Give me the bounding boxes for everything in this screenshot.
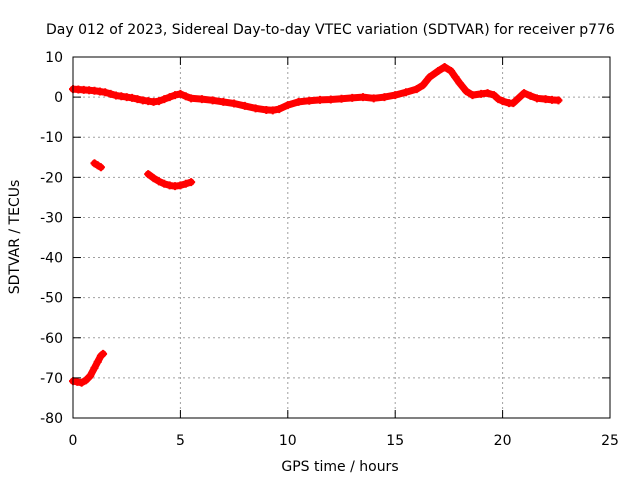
data-point [447, 67, 456, 76]
chart-title: Day 012 of 2023, Sidereal Day-to-day VTE… [46, 22, 615, 38]
data-point [208, 96, 217, 105]
data-point [240, 101, 249, 110]
data-point [462, 87, 471, 96]
data-point [369, 94, 378, 103]
data-point [90, 363, 99, 372]
data-point [490, 91, 499, 100]
data-point [144, 170, 153, 179]
y-tick-label: 0 [54, 90, 63, 106]
x-tick-label: 10 [279, 433, 297, 449]
plot-frame [72, 56, 611, 419]
y-tick-label: -20 [40, 170, 63, 186]
data-point [149, 174, 158, 183]
data-point [391, 91, 400, 100]
y-tick-label: -10 [40, 130, 63, 146]
y-tick-label: -30 [40, 210, 63, 226]
data-point [494, 95, 503, 104]
data-point [176, 89, 185, 98]
data-point [440, 63, 449, 72]
data-point [294, 97, 303, 106]
data-point [99, 349, 108, 358]
data-point [434, 67, 443, 76]
data-point [106, 89, 115, 98]
data-point [96, 163, 105, 172]
data-point [468, 91, 477, 100]
data-point [187, 178, 196, 187]
data-point [133, 95, 142, 104]
data-point [509, 99, 518, 108]
data-point [219, 97, 228, 106]
y-tick-label: -40 [40, 251, 63, 267]
y-tick-label: -70 [40, 371, 63, 387]
data-point [401, 88, 410, 97]
data-point [554, 96, 563, 105]
data-point [520, 89, 529, 98]
x-axis-label: GPS time / hours [281, 459, 398, 475]
data-point [86, 371, 95, 380]
data-point [181, 92, 190, 101]
data-point [305, 96, 314, 105]
data-point [197, 95, 206, 104]
data-point [160, 179, 169, 188]
data-point [316, 95, 325, 104]
data-point [451, 73, 460, 82]
x-tick-label: 25 [601, 433, 619, 449]
y-tick-label: 10 [45, 50, 63, 66]
data-point [283, 101, 292, 110]
data-point [412, 85, 421, 94]
data-point [526, 91, 535, 100]
data-point [348, 93, 357, 102]
y-tick-label: -50 [40, 291, 63, 307]
data-point [358, 93, 367, 102]
data-point [419, 81, 428, 90]
data-point [483, 89, 492, 98]
data-point [154, 97, 163, 106]
data-point [160, 95, 169, 104]
data-point [337, 94, 346, 103]
data-point [93, 357, 102, 366]
data-point [101, 88, 110, 97]
y-tick-label: -80 [40, 411, 63, 427]
data-point [251, 104, 260, 113]
data-point [81, 376, 90, 385]
x-tick-label: 0 [69, 433, 78, 449]
x-tick-label: 15 [386, 433, 404, 449]
y-tick-label: -60 [40, 331, 63, 347]
data-point [165, 93, 174, 102]
data-point [187, 94, 196, 103]
y-axis-label: SDTVAR / TECUs [7, 180, 23, 295]
data-point [380, 93, 389, 102]
data-point [275, 105, 284, 114]
data-point [176, 181, 185, 190]
data-point [425, 73, 434, 82]
data-point [532, 94, 541, 103]
data-point [154, 177, 163, 186]
data-point [230, 99, 239, 108]
data-point [268, 106, 277, 115]
data-point [171, 91, 180, 100]
x-tick-label: 20 [494, 433, 512, 449]
data-point [498, 97, 507, 106]
data-point [128, 93, 137, 102]
x-tick-label: 5 [176, 433, 185, 449]
data-point [455, 79, 464, 88]
data-point [326, 95, 335, 104]
data-point [181, 179, 190, 188]
data-point [77, 378, 86, 387]
